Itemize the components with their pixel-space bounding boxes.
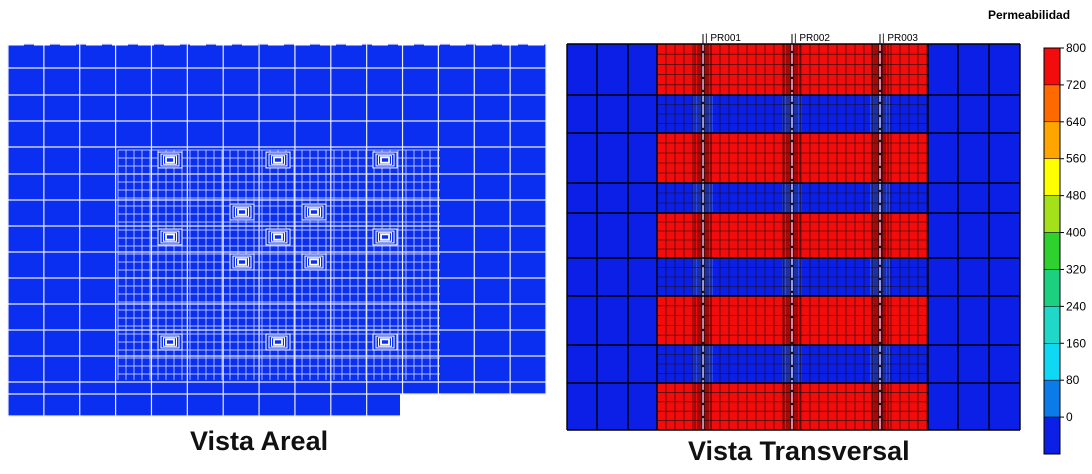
legend-tick-label: 400 bbox=[1066, 226, 1086, 240]
legend-swatch bbox=[1043, 343, 1061, 381]
well-label: | PR002 bbox=[794, 33, 830, 44]
legend-tick-label: 560 bbox=[1066, 152, 1086, 166]
areal-well-marker bbox=[265, 228, 291, 246]
legend-swatch bbox=[1043, 121, 1061, 159]
areal-well-marker bbox=[229, 253, 255, 271]
areal-well-marker bbox=[372, 228, 398, 246]
legend-title: Permeabilidad bbox=[988, 8, 1071, 22]
legend-tick-label: 0 bbox=[1066, 410, 1073, 424]
legend-tick-label: 320 bbox=[1066, 262, 1086, 276]
transversal-coarse-grid bbox=[566, 43, 1021, 431]
legend-tick-label: 160 bbox=[1066, 336, 1086, 350]
well-label: | PR003 bbox=[882, 33, 918, 44]
areal-well-marker bbox=[372, 151, 398, 169]
transversal-view: | PR001 | PR002 | PR003 bbox=[566, 33, 1021, 431]
transversal-well-column bbox=[871, 44, 889, 430]
legend-swatch bbox=[1043, 379, 1061, 418]
areal-well-marker bbox=[372, 333, 398, 351]
areal-well-marker bbox=[265, 151, 291, 169]
well-label: | PR001 bbox=[705, 33, 741, 44]
legend-tick-label: 720 bbox=[1066, 78, 1086, 92]
legend-swatch bbox=[1043, 195, 1061, 233]
areal-well-marker bbox=[229, 203, 255, 221]
areal-well-marker bbox=[157, 333, 183, 351]
legend-swatch bbox=[1043, 416, 1061, 455]
legend-tick-label: 480 bbox=[1066, 189, 1086, 203]
legend-swatch bbox=[1043, 306, 1061, 344]
legend-tick-label: 240 bbox=[1066, 299, 1086, 313]
legend-swatch bbox=[1043, 84, 1061, 123]
legend-swatch bbox=[1043, 47, 1061, 86]
areal-view bbox=[7, 42, 547, 417]
areal-well-marker bbox=[265, 333, 291, 351]
areal-well-marker bbox=[157, 151, 183, 169]
legend-tick-label: 800 bbox=[1066, 41, 1086, 55]
areal-well-marker bbox=[157, 228, 183, 246]
areal-well-marker bbox=[301, 253, 327, 271]
legend-swatch bbox=[1043, 232, 1061, 270]
legend-swatch bbox=[1043, 269, 1061, 307]
transversal-well-column bbox=[783, 44, 801, 430]
transversal-well-column bbox=[694, 44, 712, 430]
areal-view-caption: Vista Areal bbox=[190, 426, 329, 456]
legend-tick-label: 80 bbox=[1066, 373, 1080, 387]
legend-tick-label: 640 bbox=[1066, 115, 1086, 129]
legend-swatch bbox=[1043, 158, 1061, 196]
transversal-view-caption: Vista Transversal bbox=[688, 436, 910, 466]
areal-well-marker bbox=[301, 203, 327, 221]
